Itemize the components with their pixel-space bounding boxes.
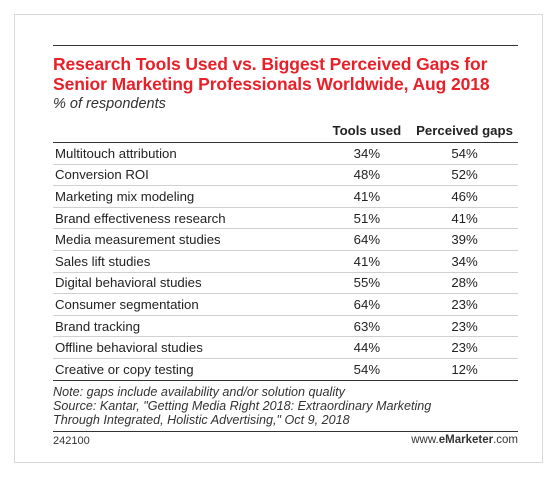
row-label: Digital behavioral studies bbox=[53, 272, 323, 295]
perceived-gaps-value: 41% bbox=[411, 207, 518, 230]
chart-content: Research Tools Used vs. Biggest Perceive… bbox=[53, 45, 518, 448]
tools-used-value: 41% bbox=[322, 185, 412, 208]
brand-link: www.eMarketer.com bbox=[411, 434, 518, 446]
table-row: Consumer segmentation 64% 23% bbox=[53, 293, 518, 316]
row-label: Sales lift studies bbox=[53, 250, 323, 273]
perceived-gaps-value: 39% bbox=[411, 228, 518, 251]
perceived-gaps-value: 46% bbox=[411, 185, 518, 208]
perceived-gaps-value: 12% bbox=[411, 358, 518, 381]
tools-used-value: 63% bbox=[322, 315, 412, 338]
footer: 242100 www.eMarketer.com bbox=[53, 430, 518, 448]
column-header-tools-used: Tools used bbox=[332, 123, 402, 138]
tools-used-value: 55% bbox=[322, 272, 412, 295]
table-header-row: Tools used Perceived gaps bbox=[53, 118, 518, 143]
table-row: Brand tracking 63% 23% bbox=[53, 315, 518, 338]
row-label: Consumer segmentation bbox=[53, 293, 323, 316]
tools-used-value: 64% bbox=[322, 293, 412, 316]
perceived-gaps-value: 23% bbox=[411, 293, 518, 316]
notes: Note: gaps include availability and/or s… bbox=[53, 385, 518, 427]
tools-used-value: 44% bbox=[322, 336, 412, 359]
table-row: Multitouch attribution 34% 54% bbox=[53, 142, 518, 165]
chart-card: Research Tools Used vs. Biggest Perceive… bbox=[14, 14, 543, 463]
data-table: Tools used Perceived gaps Multitouch att… bbox=[53, 118, 518, 381]
table-row: Conversion ROI 48% 52% bbox=[53, 164, 518, 187]
row-header-cell bbox=[53, 118, 323, 143]
perceived-gaps-value: 52% bbox=[411, 164, 518, 187]
perceived-gaps-value: 28% bbox=[411, 272, 518, 295]
perceived-gaps-value: 23% bbox=[411, 315, 518, 338]
row-label: Conversion ROI bbox=[53, 164, 323, 187]
tools-used-value: 51% bbox=[322, 207, 412, 230]
table-row: Brand effectiveness research 51% 41% bbox=[53, 207, 518, 230]
table-row: Digital behavioral studies 55% 28% bbox=[53, 272, 518, 295]
row-label: Offline behavioral studies bbox=[53, 336, 323, 359]
table-row: Marketing mix modeling 41% 46% bbox=[53, 185, 518, 208]
row-label: Media measurement studies bbox=[53, 228, 323, 251]
source-line: Source: Kantar, "Getting Media Right 201… bbox=[53, 398, 432, 413]
chart-id: 242100 bbox=[53, 434, 90, 447]
column-header-perceived-gaps: Perceived gaps bbox=[416, 123, 513, 138]
table-row: Media measurement studies 64% 39% bbox=[53, 228, 518, 251]
row-label: Brand tracking bbox=[53, 315, 323, 338]
brand-name: eMarketer bbox=[438, 433, 494, 446]
table-row: Offline behavioral studies 44% 23% bbox=[53, 336, 518, 359]
chart-title: Research Tools Used vs. Biggest Perceive… bbox=[53, 54, 490, 94]
source-line-continued: Through Integrated, Holistic Advertising… bbox=[53, 412, 350, 427]
tools-used-value: 41% bbox=[322, 250, 412, 273]
perceived-gaps-value: 54% bbox=[411, 142, 518, 165]
tools-used-value: 34% bbox=[322, 142, 412, 165]
table-row: Sales lift studies 41% 34% bbox=[53, 250, 518, 273]
row-label: Multitouch attribution bbox=[53, 142, 323, 165]
tools-used-value: 48% bbox=[322, 164, 412, 187]
brand-suffix: .com bbox=[493, 433, 518, 446]
row-label: Marketing mix modeling bbox=[53, 185, 323, 208]
chart-subtitle: % of respondents bbox=[53, 96, 166, 112]
perceived-gaps-value: 34% bbox=[411, 250, 518, 273]
table-row: Creative or copy testing 54% 12% bbox=[53, 358, 518, 381]
top-rule bbox=[53, 45, 518, 46]
tools-used-value: 54% bbox=[322, 358, 412, 381]
brand-prefix: www. bbox=[411, 433, 439, 446]
perceived-gaps-value: 23% bbox=[411, 336, 518, 359]
note-line: Note: gaps include availability and/or s… bbox=[53, 384, 345, 399]
table-body: Multitouch attribution 34% 54% Conversion R… bbox=[53, 142, 518, 381]
row-label: Creative or copy testing bbox=[53, 358, 323, 381]
row-label: Brand effectiveness research bbox=[53, 207, 323, 230]
tools-used-value: 64% bbox=[322, 228, 412, 251]
